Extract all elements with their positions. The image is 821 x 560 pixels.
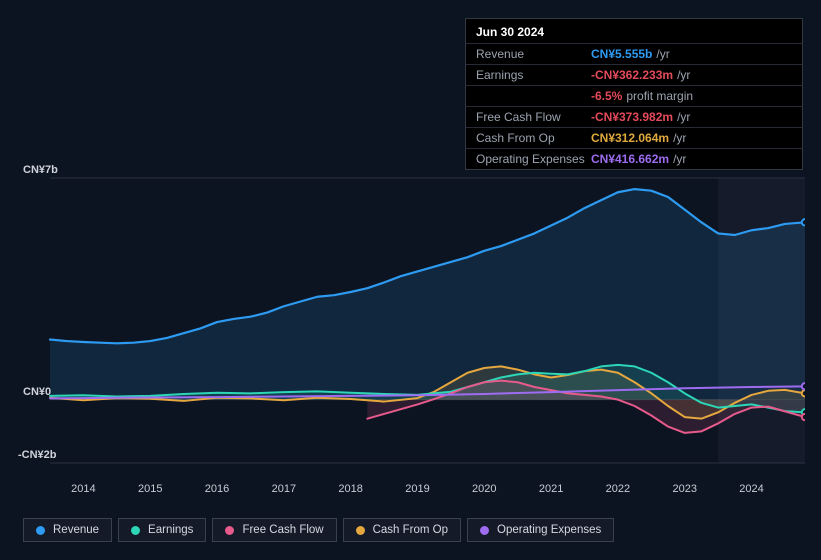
tooltip-value: CN¥416.662m xyxy=(591,152,669,166)
x-axis-label: 2017 xyxy=(272,483,296,495)
tooltip-suffix: /yr xyxy=(677,110,690,124)
tooltip-row: Free Cash Flow-CN¥373.982m/yr xyxy=(466,107,802,128)
tooltip-label: Cash From Op xyxy=(476,131,591,145)
legend-label: Operating Expenses xyxy=(497,524,601,536)
legend-label: Earnings xyxy=(148,524,193,536)
tooltip-value: -CN¥362.233m xyxy=(591,68,673,82)
tooltip-value: CN¥312.064m xyxy=(591,131,669,145)
x-axis-labels: 2014 2015 2016 2017 2018 2019 2020 2021 2022 2023… xyxy=(15,483,805,501)
legend-dot-icon xyxy=(36,526,45,535)
tooltip-value: -CN¥373.982m xyxy=(591,110,673,124)
tooltip-suffix: profit margin xyxy=(626,89,693,103)
tooltip-suffix: /yr xyxy=(673,131,686,145)
financials-chart[interactable] xyxy=(15,160,805,475)
tooltip-row: Operating ExpensesCN¥416.662m/yr xyxy=(466,149,802,169)
x-axis-label: 2016 xyxy=(205,483,229,495)
tooltip-row: -6.5% profit margin xyxy=(466,86,802,107)
tooltip-date: Jun 30 2024 xyxy=(466,19,802,44)
tooltip-label xyxy=(476,89,591,103)
legend-label: Free Cash Flow xyxy=(242,524,323,536)
legend-dot-icon xyxy=(356,526,365,535)
tooltip-row: Cash From OpCN¥312.064m/yr xyxy=(466,128,802,149)
y-axis-label: CN¥0 xyxy=(23,386,51,398)
x-axis-label: 2023 xyxy=(672,483,696,495)
legend-item[interactable]: Cash From Op xyxy=(343,518,461,542)
tooltip-value: -6.5% xyxy=(591,89,622,103)
legend-dot-icon xyxy=(480,526,489,535)
hover-tooltip: Jun 30 2024 RevenueCN¥5.555b/yrEarnings-… xyxy=(465,18,803,170)
tooltip-label: Revenue xyxy=(476,47,591,61)
tooltip-row: Earnings-CN¥362.233m/yr xyxy=(466,65,802,86)
legend-dot-icon xyxy=(131,526,140,535)
legend-item[interactable]: Free Cash Flow xyxy=(212,518,336,542)
x-axis-label: 2014 xyxy=(71,483,95,495)
tooltip-suffix: /yr xyxy=(677,68,690,82)
x-axis-label: 2024 xyxy=(739,483,763,495)
tooltip-label: Operating Expenses xyxy=(476,152,591,166)
tooltip-label: Free Cash Flow xyxy=(476,110,591,124)
x-axis-label: 2019 xyxy=(405,483,429,495)
x-axis-label: 2022 xyxy=(606,483,630,495)
y-axis-label: -CN¥2b xyxy=(18,449,57,461)
legend-item[interactable]: Earnings xyxy=(118,518,206,542)
x-axis-label: 2020 xyxy=(472,483,496,495)
tooltip-value: CN¥5.555b xyxy=(591,47,652,61)
legend-item[interactable]: Revenue xyxy=(23,518,112,542)
x-axis-label: 2018 xyxy=(338,483,362,495)
tooltip-suffix: /yr xyxy=(673,152,686,166)
legend-label: Revenue xyxy=(53,524,99,536)
y-axis-label: CN¥7b xyxy=(23,164,58,176)
legend-label: Cash From Op xyxy=(373,524,448,536)
legend-item[interactable]: Operating Expenses xyxy=(467,518,614,542)
legend-dot-icon xyxy=(225,526,234,535)
tooltip-suffix: /yr xyxy=(656,47,669,61)
tooltip-row: RevenueCN¥5.555b/yr xyxy=(466,44,802,65)
x-axis-label: 2015 xyxy=(138,483,162,495)
x-axis-label: 2021 xyxy=(539,483,563,495)
tooltip-label: Earnings xyxy=(476,68,591,82)
legend: Revenue Earnings Free Cash Flow Cash From O… xyxy=(23,518,614,542)
